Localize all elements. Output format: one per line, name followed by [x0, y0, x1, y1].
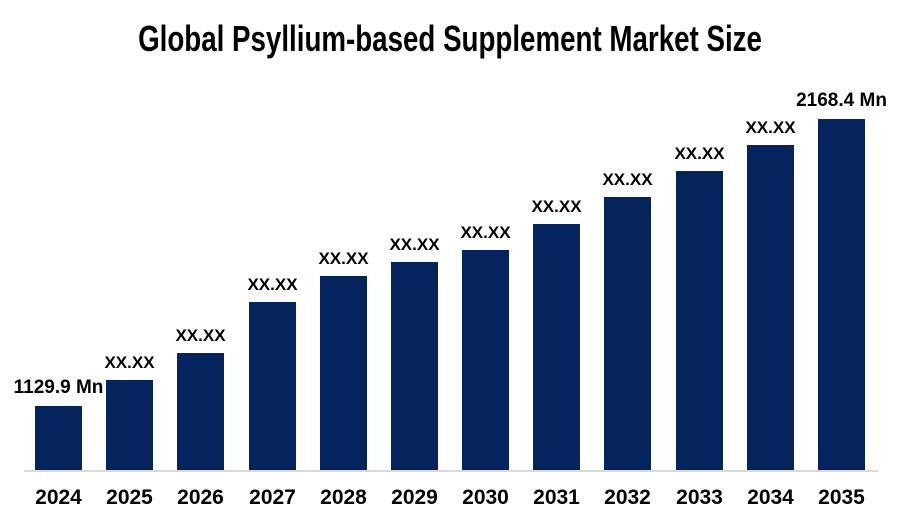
x-axis-tick-label: 2028	[320, 486, 367, 509]
x-axis-tick-label: 2029	[391, 486, 438, 509]
x-axis-tick-label: 2030	[462, 486, 509, 509]
bar-group: 2168.4 Mn 2035	[796, 80, 887, 509]
x-axis-tick-label: 2024	[35, 486, 82, 509]
bar-group: XX.XX 2025	[104, 80, 155, 509]
chart-title: Global Psyllium-based Supplement Market …	[138, 18, 762, 59]
x-axis-tick-label: 2032	[604, 486, 651, 509]
x-axis-tick-label: 2035	[818, 486, 865, 509]
bar	[106, 380, 153, 470]
bar-value-label: XX.XX	[318, 249, 369, 269]
bar-group: 1129.9 Mn 2024	[14, 80, 104, 509]
bar	[249, 302, 296, 470]
bar-value-label: XX.XX	[175, 326, 226, 346]
x-axis-tick-label: 2025	[106, 486, 153, 509]
x-axis-tick-label: 2027	[249, 486, 296, 509]
bar	[533, 224, 580, 470]
bar	[747, 145, 794, 470]
bar	[462, 250, 509, 470]
bar-group: XX.XX 2031	[531, 80, 582, 509]
bar-value-label: XX.XX	[531, 197, 582, 217]
bar-group: XX.XX 2034	[745, 80, 796, 509]
x-axis-tick-label: 2026	[177, 486, 224, 509]
x-axis-tick-label: 2031	[533, 486, 580, 509]
bar-group: XX.XX 2027	[247, 80, 298, 509]
bar	[818, 119, 865, 470]
bar	[604, 197, 651, 470]
bar	[177, 353, 224, 470]
bar-value-label: XX.XX	[674, 144, 725, 164]
bar-value-label: XX.XX	[602, 170, 653, 190]
bar-series: 1129.9 Mn 2024 XX.XX 2025 XX.XX 2026 XX.…	[0, 80, 900, 509]
bar-value-label: XX.XX	[247, 275, 298, 295]
bar	[35, 406, 82, 470]
bar-group: XX.XX 2028	[318, 80, 369, 509]
x-axis-tick-label: 2033	[676, 486, 723, 509]
bar	[391, 262, 438, 470]
bar-group: XX.XX 2032	[602, 80, 653, 509]
bar-value-label: 1129.9 Mn	[13, 377, 104, 399]
x-axis-tick-label: 2034	[747, 486, 794, 509]
bar-value-label: XX.XX	[389, 235, 440, 255]
bar-value-label: XX.XX	[745, 118, 796, 138]
bar-value-label: 2168.4 Mn	[796, 90, 887, 112]
bar	[676, 171, 723, 470]
bar	[320, 276, 367, 470]
bar-value-label: XX.XX	[460, 223, 511, 243]
bar-group: XX.XX 2030	[460, 80, 511, 509]
bar-value-label: XX.XX	[104, 353, 155, 373]
bar-group: XX.XX 2029	[389, 80, 440, 509]
bar-group: XX.XX 2033	[674, 80, 725, 509]
x-axis-line	[24, 470, 878, 472]
plot-area: 1129.9 Mn 2024 XX.XX 2025 XX.XX 2026 XX.…	[0, 80, 900, 509]
bar-group: XX.XX 2026	[175, 80, 226, 509]
